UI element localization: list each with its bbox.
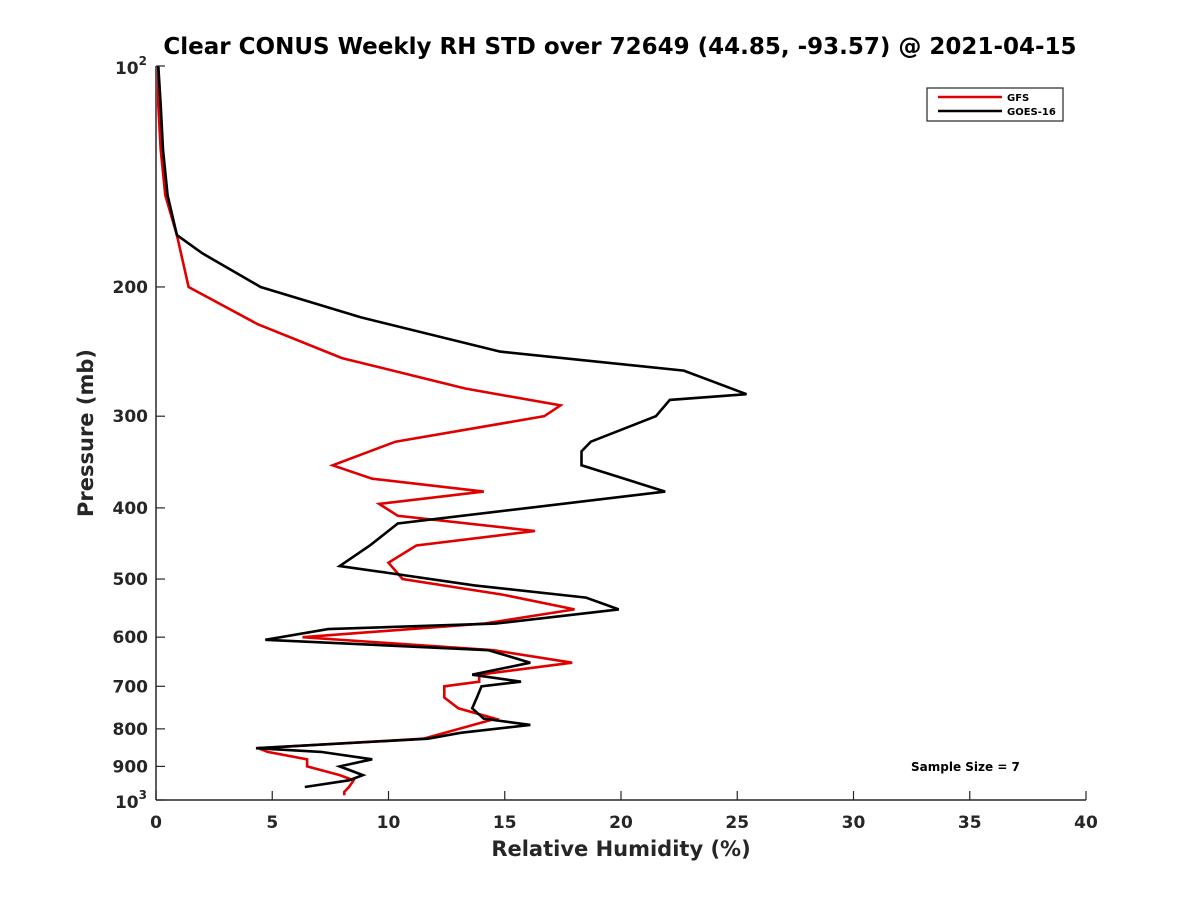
x-tick-label: 30 <box>842 813 866 833</box>
legend: GFS GOES-16 <box>926 87 1064 122</box>
y-axis-label: Pressure (mb) <box>74 349 98 517</box>
y-tick-label: 600 <box>113 628 149 648</box>
y-tick-label: 300 <box>113 407 149 427</box>
y-tick-label: 800 <box>113 720 149 740</box>
plot-background <box>156 66 1086 800</box>
y-tick-label: 400 <box>113 499 149 519</box>
series-line-gfs <box>157 66 575 796</box>
y-tick-label: 200 <box>113 278 149 298</box>
x-tick-label: 20 <box>609 813 633 833</box>
x-tick-label: 15 <box>493 813 517 833</box>
x-tick-label: 10 <box>377 813 401 833</box>
y-tick-label: 900 <box>113 757 149 777</box>
series-layer <box>157 65 747 796</box>
plot-area: 0 5 10 15 20 25 30 35 40 102 200 300 400 500 600 700 80… <box>113 54 1098 833</box>
x-tick-label: 25 <box>725 813 749 833</box>
legend-label-gfs: GFS <box>1007 93 1029 104</box>
x-axis-label: Relative Humidity (%) <box>491 837 750 861</box>
x-tick-label: 35 <box>958 813 982 833</box>
x-tick-label: 40 <box>1074 813 1098 833</box>
chart-title: Clear CONUS Weekly RH STD over 72649 (44… <box>163 34 1076 60</box>
y-tick-label: 500 <box>113 570 149 590</box>
y-tick-label: 700 <box>113 677 149 697</box>
legend-box <box>926 87 1064 122</box>
y-tick-label: 103 <box>115 788 147 813</box>
series-line-goes-16 <box>157 65 747 789</box>
x-tick-label: 0 <box>150 813 162 833</box>
sample-size-annotation: Sample Size = 7 <box>911 760 1020 774</box>
x-ticks: 0 5 10 15 20 25 30 35 40 <box>150 791 1098 833</box>
y-tick-label: 102 <box>115 54 147 79</box>
legend-label-goes-16: GOES-16 <box>1007 107 1056 118</box>
x-tick-label: 5 <box>266 813 278 833</box>
